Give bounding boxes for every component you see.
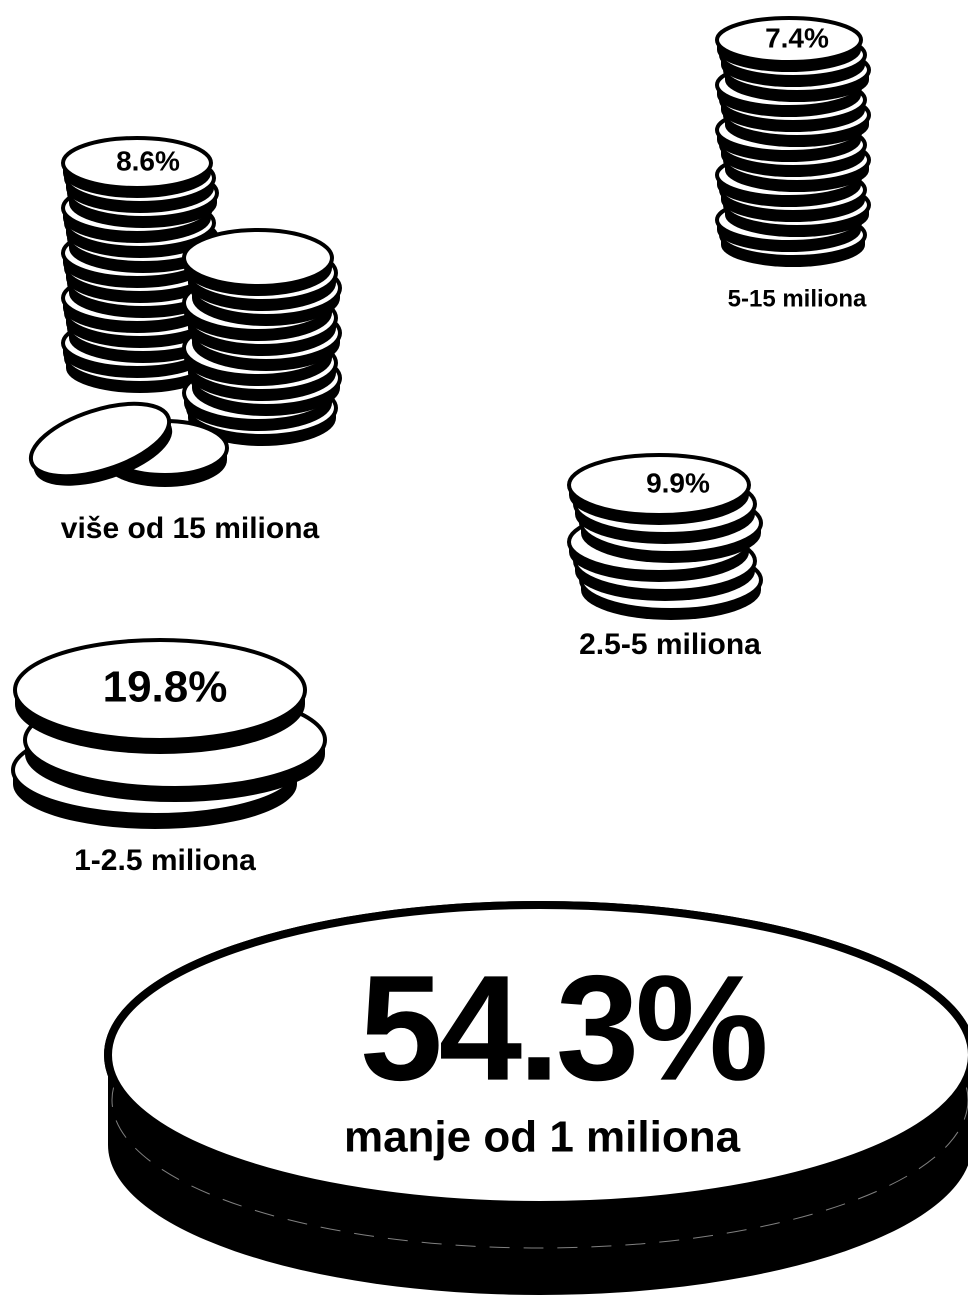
coin-shape	[13, 638, 307, 742]
share-label: 9.9%	[646, 467, 710, 498]
share-label: 19.8%	[103, 663, 228, 712]
coin-shape	[182, 228, 334, 288]
coin-art	[11, 16, 968, 1295]
coin-shape	[104, 901, 968, 1209]
bracket-label: više od 15 miliona	[61, 512, 320, 545]
bracket-label: 5-15 miliona	[728, 285, 867, 312]
bracket-label: 2.5-5 miliona	[579, 628, 761, 661]
coin-shape	[61, 136, 213, 190]
coin-shape	[715, 16, 863, 64]
bracket-label: manje od 1 miliona	[344, 1113, 741, 1162]
share-label: 54.3%	[359, 944, 765, 1112]
bracket-label: 1-2.5 miliona	[74, 844, 256, 877]
coin-shape	[567, 453, 751, 517]
share-label: 8.6%	[116, 145, 180, 176]
coin-shape	[28, 401, 172, 479]
share-label: 7.4%	[765, 22, 829, 53]
